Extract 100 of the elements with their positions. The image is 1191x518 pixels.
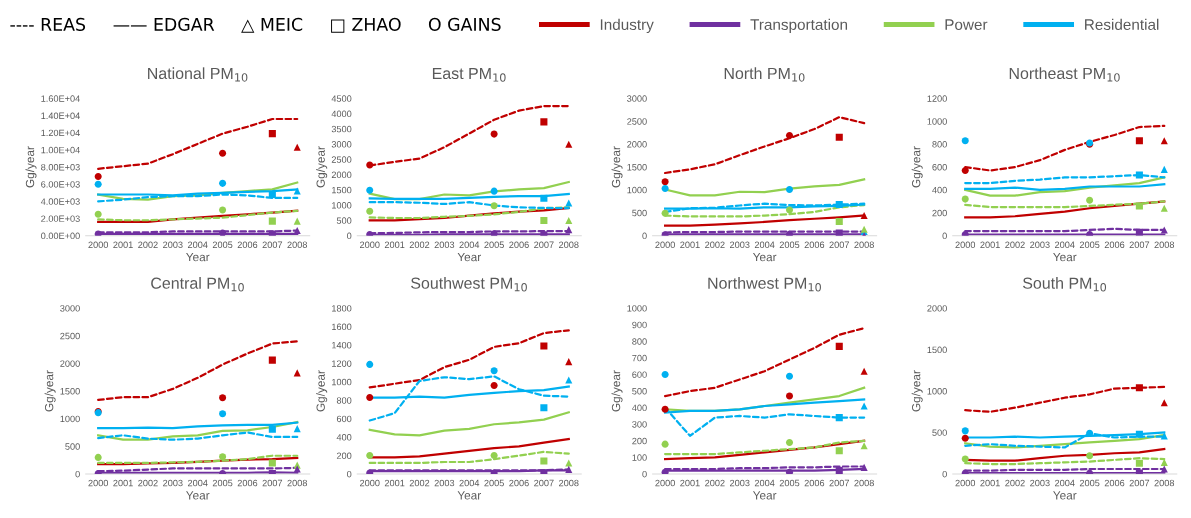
y-tick-label: 600 (336, 415, 352, 423)
y-tick-label: 1000 (60, 415, 80, 423)
x-tick-label: 2007 (1129, 241, 1150, 248)
line-series (368, 450, 570, 465)
y-tick-label: 700 (632, 354, 647, 362)
x-tick-label: 2007 (262, 479, 283, 487)
line-series (97, 420, 299, 441)
y-axis-title: Gg/year (911, 370, 923, 412)
legend-label: Transportation (750, 18, 848, 34)
text: O GAINS (428, 17, 501, 31)
x-tick-label: 2002 (1005, 479, 1025, 487)
y-tick-label: 2000 (627, 141, 647, 148)
x-tick-label: 2001 (980, 479, 1000, 487)
x-tick-label: 2008 (559, 241, 579, 248)
x-tick-label: 2006 (237, 241, 258, 248)
y-tick-label: 0 (347, 232, 352, 240)
x-tick-label: 2005 (484, 241, 504, 248)
y-tick-label: 1500 (332, 186, 352, 194)
y-tick-label: 1000 (927, 388, 947, 395)
y-tick-label: 400 (336, 434, 352, 441)
x-tick-label: 2001 (113, 479, 133, 487)
x-tick-label: 2004 (187, 241, 208, 248)
line-series (368, 329, 570, 389)
x-tick-label: 2007 (829, 241, 849, 248)
x-tick-label: 2002 (409, 479, 430, 487)
y-tick-label: 1200 (927, 95, 947, 102)
x-tick-label: 2004 (459, 479, 480, 487)
y-tick-label: 1500 (927, 346, 947, 354)
y-tick-label: 2500 (60, 332, 80, 340)
y-tick-label: 1500 (627, 163, 647, 171)
line-series (97, 431, 299, 441)
x-tick-label: 2004 (754, 479, 775, 487)
y-axis-title: Gg/year (316, 370, 328, 412)
x-tick-label: 2002 (138, 241, 158, 248)
x-axis-title: Year (1053, 491, 1077, 500)
x-tick-label: 2003 (730, 241, 750, 248)
x-tick-label: 2001 (980, 241, 1000, 248)
y-tick-label: 300 (632, 421, 647, 428)
x-tick-label: 2002 (705, 479, 725, 487)
x-tick-label: 2003 (1030, 479, 1050, 487)
y-tick-label: 500 (632, 388, 647, 395)
line-series (664, 326, 866, 398)
y-tick-label: 4.00E+03 (40, 198, 80, 205)
y-axis-title: Gg/year (611, 146, 623, 188)
y-axis-title: Gg/year (911, 146, 923, 188)
x-tick-label: 2004 (1055, 241, 1075, 248)
y-tick-label: 500 (65, 443, 80, 450)
y-axis-title: Gg/year (611, 370, 623, 412)
x-tick-label: 2001 (680, 479, 700, 487)
x-tick-label: 2003 (434, 479, 455, 487)
x-tick-label: 2008 (854, 241, 874, 248)
x-tick-label: 2004 (187, 479, 208, 487)
x-tick-label: 2000 (655, 479, 675, 487)
chart-title: Northeast PM$_{10}$ (1009, 67, 1120, 82)
legend-label: Residential (1085, 18, 1159, 30)
y-tick-label: 2000 (927, 305, 947, 312)
y-tick-label: 1.20E+04 (41, 129, 80, 137)
x-tick-label: 2001 (680, 241, 700, 248)
y-tick-label: 500 (632, 209, 647, 217)
x-axis-title: Year (1053, 253, 1077, 262)
y-tick-label: 3000 (627, 95, 647, 102)
text: —— EDGAR (113, 17, 215, 31)
chart-title: Southwest PM$_{10}$ (411, 277, 527, 292)
legend-label: Industry (600, 18, 654, 34)
y-tick-label: 0 (642, 470, 647, 478)
legend-label: Power (945, 19, 988, 30)
x-axis-title: Year (186, 253, 210, 262)
x-tick-label: 2008 (1154, 479, 1175, 487)
y-tick-label: 0 (642, 232, 647, 240)
x-tick-label: 2007 (1129, 479, 1150, 487)
y-tick-label: 3000 (331, 141, 352, 148)
x-tick-label: 2008 (559, 479, 579, 487)
x-axis-title: Year (457, 491, 481, 500)
line-series (97, 340, 299, 402)
y-tick-label: 500 (336, 217, 352, 224)
line-series (97, 117, 299, 170)
y-tick-label: 4500 (331, 95, 352, 102)
y-tick-label: 3000 (60, 305, 80, 312)
y-tick-label: 400 (932, 186, 947, 194)
y-tick-label: 1000 (627, 186, 647, 194)
x-tick-label: 2006 (1104, 479, 1125, 487)
chart-title: National PM$_{10}$ (148, 67, 248, 82)
x-tick-label: 2005 (1079, 241, 1100, 248)
y-tick-label: 1000 (332, 202, 352, 209)
y-axis-title: Gg/year (25, 146, 37, 188)
x-tick-label: 2006 (509, 241, 529, 248)
x-tick-label: 2006 (509, 479, 529, 487)
x-tick-label: 2003 (163, 479, 183, 487)
x-tick-label: 2000 (360, 241, 380, 248)
x-tick-label: 2004 (754, 241, 775, 248)
x-tick-label: 2000 (955, 241, 976, 248)
y-axis-title: Gg/year (316, 146, 328, 188)
y-tick-label: 0 (942, 470, 947, 478)
x-axis-title: Year (186, 491, 210, 500)
y-tick-label: 200 (932, 209, 947, 217)
y-tick-label: 4000 (331, 110, 352, 118)
y-tick-label: 1800 (332, 305, 352, 312)
chart-title: East PM$_{10}$ (432, 67, 506, 82)
chart-title: South PM$_{10}$ (1022, 277, 1107, 292)
line-series (368, 411, 570, 437)
